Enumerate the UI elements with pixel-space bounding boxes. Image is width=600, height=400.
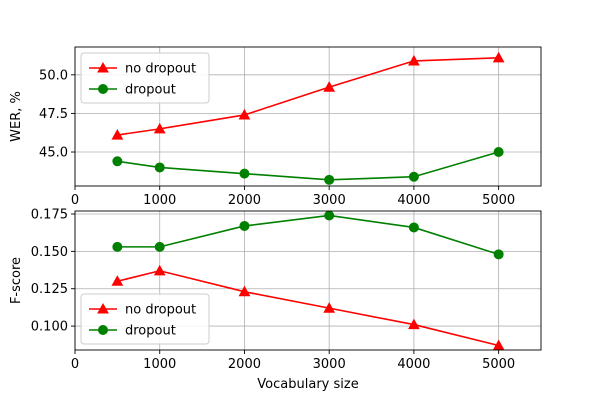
- wer-legend-dropout-marker: [98, 84, 109, 95]
- wer-x-tick-label: 4000: [397, 193, 430, 208]
- wer-no-dropout-point: [408, 54, 420, 66]
- wer-y-tick-label: 50.0: [39, 68, 68, 83]
- fscore-x-tick-label: 2000: [228, 357, 261, 372]
- fscore-x-tick-label: 4000: [397, 357, 430, 372]
- wer-y-tick-label: 45.0: [39, 146, 68, 161]
- fscore-subplot: 0 1000 2000 3000 4000 5000 0.100 0.125 0.150 0.17…: [9, 207, 542, 392]
- wer-no-dropout-point: [238, 108, 251, 120]
- fscore-no-dropout-point: [408, 318, 420, 330]
- wer-legend: no dropout dropout: [80, 52, 210, 104]
- wer-dropout-point: [493, 147, 504, 158]
- fscore-dropout-point: [324, 210, 335, 221]
- fscore-no-dropout-line: [117, 269, 499, 347]
- wer-no-dropout-line: [117, 57, 499, 136]
- wer-x-tick-label: 2000: [228, 193, 261, 208]
- wer-dropout-line: [117, 151, 499, 181]
- wer-y-axis-label: WER, %: [9, 91, 24, 142]
- wer-no-dropout-point: [153, 122, 166, 134]
- wer-subplot: 0 1000 2000 3000 4000 5000 45.0 47.5 50.0 WER, % n…: [9, 46, 542, 208]
- fscore-no-dropout-point: [238, 285, 251, 297]
- fscore-axes-frame: [74, 210, 542, 351]
- fscore-y-tick-label: 0.175: [31, 207, 68, 222]
- fscore-dropout-line: [117, 214, 499, 256]
- wer-legend-box: [80, 52, 210, 104]
- fscore-dropout-point: [493, 249, 504, 260]
- wer-x-tick-label: 5000: [482, 193, 515, 208]
- wer-legend-no-dropout-marker: [97, 61, 109, 73]
- wer-y-tick-label: 47.5: [39, 107, 68, 122]
- wer-no-dropout-point: [492, 51, 505, 63]
- fscore-no-dropout-point: [323, 302, 336, 313]
- fscore-no-dropout-point: [153, 264, 166, 276]
- wer-x-tick-label: 3000: [313, 193, 346, 208]
- fscore-dropout-point: [154, 241, 165, 252]
- wer-legend-dropout-label: dropout: [125, 83, 176, 98]
- wer-dropout-point: [112, 156, 123, 167]
- fscore-legend-dropout-marker: [98, 324, 109, 335]
- wer-x-tick-label: 1000: [143, 193, 176, 208]
- fscore-legend-dropout-label: dropout: [125, 324, 176, 339]
- fscore-no-dropout-point: [111, 275, 124, 286]
- fscore-legend-box: [80, 293, 210, 345]
- wer-no-dropout-point: [323, 81, 336, 92]
- fscore-dropout-point: [239, 220, 250, 231]
- wer-dropout-point: [154, 162, 165, 173]
- fscore-x-axis-label: Vocabulary size: [257, 377, 358, 392]
- wer-dropout-point: [239, 168, 250, 179]
- fscore-y-tick-label: 0.125: [31, 282, 68, 297]
- wer-dropout-point: [408, 171, 419, 182]
- fscore-x-tick-label: 1000: [143, 357, 176, 372]
- fscore-x-tick-label: 0: [71, 357, 79, 372]
- fscore-legend: no dropout dropout: [80, 293, 210, 345]
- fscore-x-tick-label: 3000: [313, 357, 346, 372]
- fscore-y-axis-label: F-score: [9, 257, 24, 304]
- wer-legend-no-dropout-label: no dropout: [125, 62, 196, 77]
- fscore-y-tick-label: 0.100: [31, 320, 68, 335]
- fscore-x-tick-label: 5000: [482, 357, 515, 372]
- fscore-dropout-point: [112, 241, 123, 252]
- fscore-legend-no-dropout-label: no dropout: [125, 303, 196, 318]
- fscore-dropout-point: [408, 222, 419, 233]
- wer-no-dropout-point: [111, 129, 124, 140]
- fscore-legend-no-dropout-marker: [97, 302, 109, 314]
- wer-x-tick-label: 0: [71, 193, 79, 208]
- wer-axes-frame: [74, 46, 542, 187]
- wer-dropout-point: [324, 174, 335, 185]
- fscore-y-tick-label: 0.150: [31, 245, 68, 260]
